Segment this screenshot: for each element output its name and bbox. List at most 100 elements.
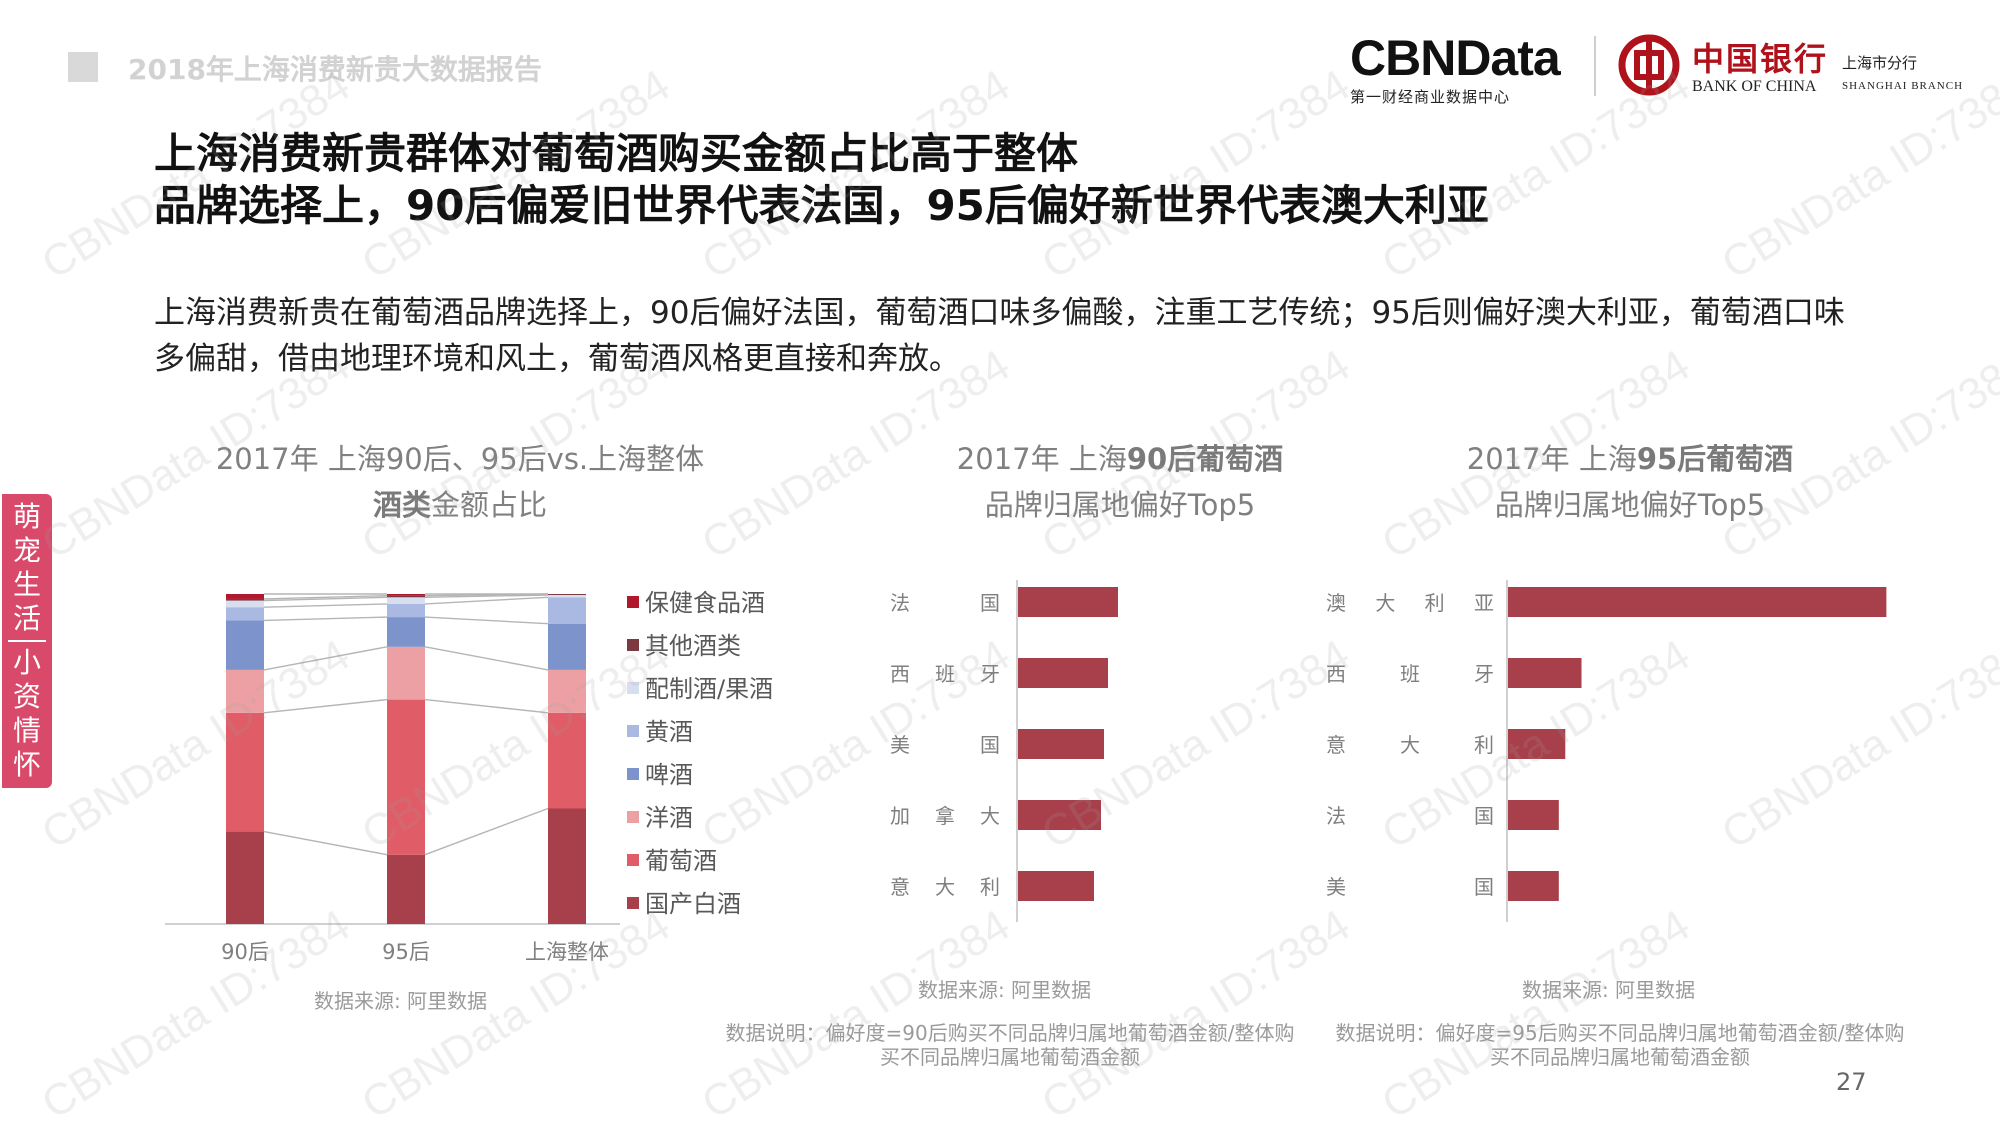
chart-1-legend-swatch: [627, 682, 639, 694]
chart-3-source: 数据来源: 阿里数据: [1522, 978, 1696, 1002]
bank-of-china-name-en: BANK OF CHINA: [1692, 78, 1817, 95]
chart-3-category-label-char: 班: [1400, 662, 1420, 686]
chart-1-connector-line: [263, 646, 388, 671]
chart-3-category-label-char: 亚: [1474, 591, 1494, 615]
chart-1-bar-segment: [226, 669, 264, 713]
chart-1-legend-swatch: [627, 854, 639, 866]
chart-1-legend-swatch: [627, 897, 639, 909]
logo-divider: [1594, 36, 1596, 96]
side-category-tab[interactable]: 萌宠生活 小资情怀: [2, 494, 52, 788]
chart-1-bar-segment: [548, 597, 586, 624]
chart-1-title-line-2: 酒类金额占比: [180, 482, 740, 528]
chart-1-bar-segment: [548, 594, 586, 598]
chart-2-category-label-char: 法: [890, 591, 910, 615]
chart-1-bar-segment: [548, 669, 586, 713]
chart-1-legend-label: 其他酒类: [645, 632, 741, 660]
chart-3-title-bold: 95后葡萄酒: [1636, 442, 1794, 476]
chart-3-category-label-char: 大: [1400, 733, 1420, 757]
chart-2-category-label-char: 加: [890, 804, 910, 828]
chart-2-category-label-char: 牙: [980, 662, 1000, 686]
page-headline: 上海消费新贵群体对葡萄酒购买金额占比高于整体 品牌选择上，90后偏爱旧世界代表法…: [154, 128, 1489, 232]
chart-1-legend-swatch: [627, 639, 639, 651]
chart-1-legend-label: 保健食品酒: [645, 589, 765, 617]
chart-3-category-label-char: 国: [1474, 804, 1494, 828]
chart-1-bar-segment: [387, 646, 425, 700]
side-tab-seg1-char-2: 生: [12, 568, 41, 601]
chart-3-category-label-char: 利: [1425, 591, 1445, 615]
chart-2-bar: [1018, 729, 1104, 759]
cbndata-logo: CBNData 第一财经商业数据中心: [1350, 32, 1570, 106]
side-tab-divider: [8, 640, 46, 642]
chart-1-bar-segment: [548, 594, 586, 595]
chart-3-category-label-char: 大: [1375, 591, 1395, 615]
chart-1-title-rest: 金额占比: [431, 488, 548, 522]
chart-2-title: 2017年 上海90后葡萄酒 品牌归属地偏好Top5: [860, 436, 1380, 528]
side-tab-label-petit-bourgeois[interactable]: 小资情怀: [2, 646, 52, 782]
chart-1-title-line-1: 2017年 上海90后、95后vs.上海整体: [215, 442, 705, 476]
chart-1-bar-segment: [548, 623, 586, 670]
chart-1-bar-segment: [387, 597, 425, 604]
chart-2-source: 数据来源: 阿里数据: [918, 978, 1092, 1002]
chart-1-legend-swatch: [627, 811, 639, 823]
side-tab-seg1-char-0: 萌: [12, 500, 41, 533]
chart-1-bar-segment: [226, 607, 264, 621]
bank-of-china-emblem-icon: [1618, 34, 1680, 96]
chart-3-category-label-char: 澳: [1326, 591, 1346, 615]
chart-1-legend-label: 配制酒/果酒: [645, 675, 773, 703]
bank-branch-name-en: SHANGHAI BRANCH: [1842, 80, 1964, 92]
chart-1-x-tick-label: 95后: [382, 940, 430, 964]
chart-1-legend-swatch: [627, 725, 639, 737]
chart-1-x-tick-label: 90后: [221, 940, 269, 964]
chart-2-category-label-char: 大: [980, 804, 1000, 828]
chart-3-category-label-char: 国: [1474, 875, 1494, 899]
chart-1-bar-segment: [387, 699, 425, 855]
bank-of-china-name-cn: 中国银行: [1692, 40, 1829, 78]
chart-3-category-label-char: 意: [1326, 733, 1346, 757]
chart-2-category-label-char: 班: [935, 662, 955, 686]
chart-1-connector-line: [263, 830, 388, 856]
chart-1-connector-line: [424, 646, 549, 671]
page-number: 27: [1836, 1068, 1867, 1096]
chart-3-category-label-char: 西: [1326, 662, 1346, 686]
chart-1-x-tick-label: 上海整体: [525, 940, 609, 964]
chart-3-title-line-2: 品牌归属地偏好Top5: [1494, 488, 1766, 522]
chart-1-bar-segment: [226, 600, 264, 608]
bank-branch-name-cn: 上海市分行: [1842, 54, 1918, 72]
chart-2-category-label-char: 大: [935, 875, 955, 899]
cbndata-logo-subtitle: 第一财经商业数据中心: [1350, 88, 1511, 106]
chart-2-category-label-char: 国: [980, 591, 1000, 615]
chart-3-title: 2017年 上海95后葡萄酒 品牌归属地偏好Top5: [1370, 436, 1890, 528]
chart-2-category-label-char: 拿: [935, 804, 955, 828]
intro-paragraph: 上海消费新贵在葡萄酒品牌选择上，90后偏好法国，葡萄酒口味多偏酸，注重工艺传统；…: [154, 295, 1845, 377]
chart-2-category-label-char: 意: [890, 875, 910, 899]
chart-3-bar: [1508, 871, 1559, 901]
chart-1-bar-segment: [387, 594, 425, 596]
side-tab-seg2-char-2: 情: [12, 714, 41, 747]
chart-1-bar-segment: [387, 854, 425, 924]
chart-1-bar-segment: [226, 712, 264, 832]
chart-1-bar-segment: [387, 595, 425, 598]
side-tab-label-pets[interactable]: 萌宠生活: [2, 500, 52, 636]
chart-1-bar-segment: [226, 831, 264, 924]
chart-1-legend-label: 国产白酒: [645, 890, 741, 918]
chart-1-connector-line: [424, 807, 549, 856]
chart-1-legend-label: 黄酒: [645, 718, 693, 746]
side-tab-seg2-char-1: 资: [12, 680, 41, 713]
chart-3-title-pre: 2017年 上海: [1466, 442, 1637, 476]
chart-2-category-label-char: 美: [890, 733, 910, 757]
side-tab-seg2-char-0: 小: [12, 646, 41, 679]
headline-line-1: 上海消费新贵群体对葡萄酒购买金额占比高于整体: [154, 129, 1079, 178]
chart-2-category-label-char: 利: [980, 875, 1000, 899]
chart-3-category-label-char: 美: [1326, 875, 1346, 899]
chart-1-legend-label: 葡萄酒: [645, 847, 717, 875]
chart-1-title-bold: 酒类: [372, 488, 431, 522]
side-tab-seg2-char-3: 怀: [12, 748, 41, 781]
chart-2-title-line-1: 2017年 上海90后葡萄酒: [860, 436, 1380, 482]
report-title: 2018年上海消费新贵大数据报告: [128, 53, 542, 86]
chart-1-connector-line: [263, 596, 388, 602]
chart-3-title-line-1: 2017年 上海95后葡萄酒: [1370, 436, 1890, 482]
chart-2-title-bold: 90后葡萄酒: [1126, 442, 1284, 476]
chart-3-bar: [1508, 729, 1566, 759]
chart-1-bar-segment: [387, 617, 425, 647]
side-tab-seg1-char-1: 宠: [12, 534, 41, 567]
